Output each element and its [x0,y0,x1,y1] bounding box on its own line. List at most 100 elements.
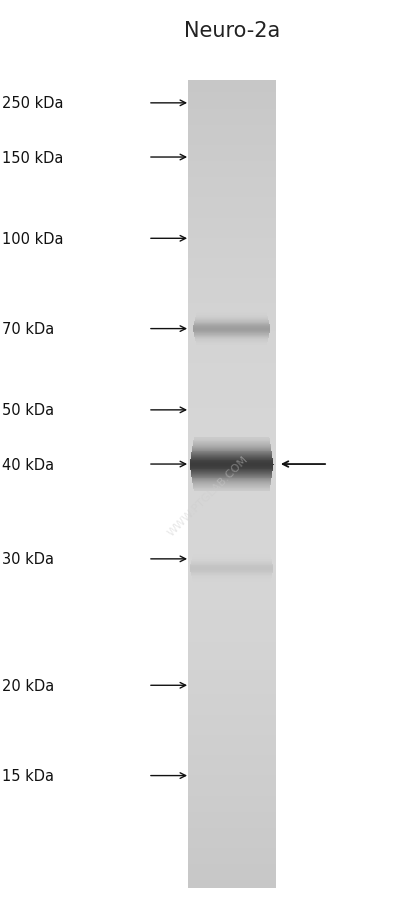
Bar [188,614,276,618]
Bar [190,466,273,467]
Bar [188,299,276,303]
Bar [188,190,276,194]
Bar [190,464,274,465]
Bar [192,477,272,478]
Bar [188,804,276,808]
Bar [188,844,276,848]
Bar [188,699,276,703]
Bar [193,484,270,485]
Bar [188,133,276,138]
Bar [192,480,271,481]
Bar [188,445,276,448]
Bar [188,198,276,202]
Text: Neuro-2a: Neuro-2a [184,21,280,41]
Bar [188,194,276,198]
Bar [190,468,273,469]
Bar [188,473,276,477]
Bar [188,376,276,380]
Bar [188,759,276,763]
Bar [192,448,271,449]
Bar [188,101,276,106]
Bar [188,747,276,751]
Bar [188,364,276,368]
Bar [188,828,276,832]
Bar [188,327,276,331]
Bar [188,808,276,812]
Bar [193,444,270,445]
Bar [188,521,276,525]
Bar [188,331,276,336]
Bar [188,566,276,569]
Bar [188,489,276,492]
Bar [194,438,270,439]
Bar [188,178,276,182]
Bar [188,840,276,844]
Bar [188,316,276,319]
Bar [188,739,276,743]
Bar [188,308,276,311]
Bar [193,440,270,441]
Bar [188,279,276,283]
Bar [191,455,272,456]
Bar [193,488,270,489]
Bar [188,89,276,93]
Bar [188,541,276,546]
Bar [188,501,276,505]
Bar [188,622,276,626]
Bar [188,517,276,521]
Bar [190,471,273,472]
Bar [188,106,276,109]
Bar [188,122,276,125]
Bar [188,602,276,606]
Bar [188,347,276,352]
Text: 15 kDa: 15 kDa [2,769,54,783]
Bar [188,215,276,218]
Bar [190,469,273,470]
Bar [188,497,276,501]
Bar [188,408,276,412]
Bar [190,467,273,468]
Bar [188,384,276,388]
Bar [188,639,276,642]
Bar [188,226,276,231]
Bar [188,344,276,347]
Bar [188,324,276,327]
Bar [188,538,276,541]
Bar [188,262,276,267]
Bar [188,574,276,577]
Bar [188,650,276,654]
Bar [188,420,276,424]
Bar [192,446,271,447]
Bar [188,662,276,667]
Bar [188,295,276,299]
Bar [188,719,276,723]
Bar [188,606,276,610]
Bar [188,695,276,699]
Bar [192,478,272,479]
Bar [188,492,276,497]
Bar [188,582,276,585]
Bar [188,275,276,279]
Bar [188,852,276,856]
Bar [188,355,276,360]
Bar [188,146,276,150]
Bar [192,447,271,448]
Bar [192,450,271,451]
Bar [188,784,276,787]
Bar [188,776,276,779]
Bar [192,483,271,484]
Bar [188,231,276,235]
Bar [188,396,276,400]
Bar [188,549,276,554]
Bar [188,251,276,254]
Bar [188,246,276,251]
Bar [188,412,276,416]
Bar [188,824,276,828]
Bar [188,533,276,538]
Bar [188,877,276,880]
Bar [192,449,271,450]
Bar [188,557,276,562]
Bar [188,424,276,428]
Bar [190,462,273,463]
Bar [188,336,276,339]
